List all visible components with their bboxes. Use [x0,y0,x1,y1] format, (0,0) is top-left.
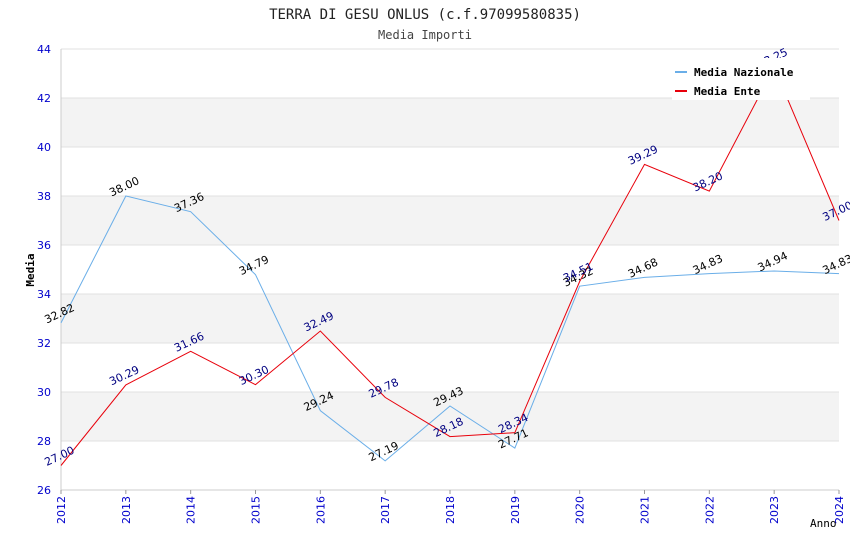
grid-band [61,196,839,245]
x-tick-label: 2024 [833,496,846,524]
x-tick-label: 2021 [639,496,652,524]
grid-band [61,294,839,343]
x-tick-label: 2018 [444,496,457,524]
x-tick-label: 2022 [703,496,716,524]
y-tick-label: 44 [37,43,51,56]
y-tick-label: 30 [37,386,51,399]
x-tick-label: 2020 [574,496,587,524]
chart-title: TERRA DI GESU ONLUS (c.f.97099580835) [269,7,581,23]
x-tick-label: 2015 [250,496,263,524]
y-tick-label: 32 [37,337,51,350]
x-tick-label: 2016 [314,496,327,524]
legend: Media Nazionale Media Ente [672,58,810,100]
grid-band [61,98,839,147]
legend-entry: Media Nazionale [694,66,794,79]
series-line-0 [60,195,840,462]
y-tick-label: 28 [37,435,51,448]
series-lines [60,66,840,466]
grid-bands [61,49,839,490]
y-tick-label: 36 [37,239,51,252]
y-tick-label: 38 [37,190,51,203]
y-tick-label: 42 [37,92,51,105]
grid-band [61,147,839,196]
y-tick-label: 34 [37,288,51,301]
x-tick-label: 2013 [120,496,133,524]
x-axis-label: Anno [810,517,837,530]
x-tick-label: 2012 [55,496,68,524]
legend-box [672,58,810,100]
grid-band [61,441,839,490]
series-line-1 [60,66,840,466]
chart-subtitle: Media Importi [378,28,472,42]
axes [60,49,840,494]
x-tick-label: 2023 [768,496,781,524]
grid-band [61,392,839,441]
x-tick-label: 2019 [509,496,522,524]
grid-lines [61,48,839,491]
legend-entry: Media Ente [694,85,761,98]
x-tick-label: 2014 [185,496,198,524]
tick-labels: 26 28 30 32 34 36 38 40 42 44 2012 2013 2014 2015 2016… [37,43,846,524]
y-axis-label: Media [24,253,37,286]
x-tick-label: 2017 [379,496,392,524]
y-tick-label: 26 [37,484,51,497]
grid-band [61,245,839,294]
y-tick-label: 40 [37,141,51,154]
